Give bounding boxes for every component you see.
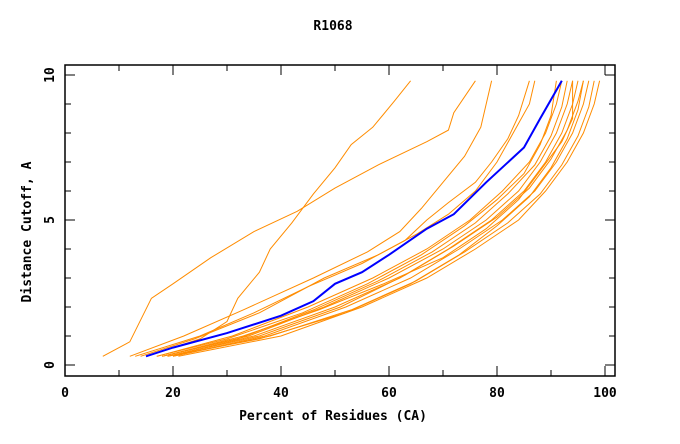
series-line-11 — [172, 80, 590, 357]
x-tick-label: 40 — [273, 386, 289, 401]
x-tick-label: 80 — [489, 386, 505, 401]
series-line-7 — [162, 80, 568, 357]
series-line-3 — [135, 80, 530, 357]
series-line-1 — [102, 80, 476, 357]
y-tick-label: 10 — [43, 67, 58, 83]
series-group — [102, 80, 601, 358]
series-line-15 — [156, 80, 563, 357]
chart-title: R1068 — [313, 19, 352, 34]
highlight-series-line — [145, 80, 563, 358]
x-tick-label: 0 — [61, 386, 69, 401]
axes-group: 0 20 40 60 80 100 0 5 10 — [43, 64, 617, 401]
series-line-4 — [129, 80, 493, 357]
series-line-16 — [167, 80, 584, 357]
series-line-12 — [172, 80, 595, 357]
series-line-13 — [162, 80, 574, 357]
series-line-6 — [156, 80, 557, 357]
y-axis-label: Distance Cutoff, A — [20, 161, 35, 302]
x-tick-label: 20 — [165, 386, 181, 401]
series-line-9 — [167, 80, 579, 357]
series-line-14 — [178, 80, 601, 357]
series-line-5 — [140, 80, 536, 357]
y-tick-label: 5 — [43, 216, 58, 224]
plot-frame — [64, 64, 616, 377]
series-line-2 — [145, 80, 411, 357]
x-tick-label: 60 — [381, 386, 397, 401]
series-line-8 — [162, 80, 574, 357]
x-tick-label: 100 — [593, 386, 617, 401]
y-tick-label: 0 — [43, 361, 58, 369]
x-axis-label: Percent of Residues (CA) — [239, 409, 427, 424]
series-line-10 — [167, 80, 584, 357]
